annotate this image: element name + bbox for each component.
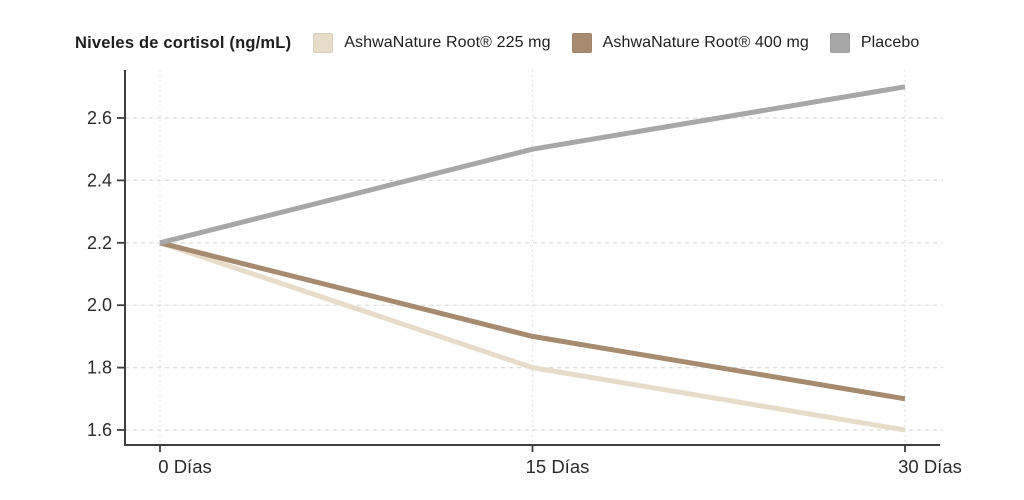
legend: AshwaNature Root® 225 mg AshwaNature Roo… [313, 33, 919, 53]
chart-title: Niveles de cortisol (ng/mL) [75, 33, 292, 52]
series-line-placebo [159, 84, 906, 246]
legend-swatch [829, 33, 850, 53]
legend-swatch [313, 33, 334, 53]
y-tick-label: 1.8 [87, 358, 112, 378]
x-tick-label: 15 Días [526, 456, 590, 477]
legend-item-placebo: Placebo [829, 33, 920, 53]
chart-header: Niveles de cortisol (ng/mL) AshwaNature … [75, 30, 1004, 56]
legend-label: AshwaNature Root® 225 mg [344, 34, 551, 51]
y-tick-label: 2.2 [87, 233, 112, 253]
legend-swatch [571, 33, 592, 53]
legend-item-ashwanature-400: AshwaNature Root® 400 mg [571, 33, 809, 53]
x-tick-label: 30 Días [898, 456, 962, 477]
y-tick-label: 2.0 [87, 295, 112, 315]
legend-label: Placebo [860, 34, 920, 51]
x-tick-label: 0 Días [158, 456, 211, 477]
y-tick-label: 2.4 [87, 170, 112, 190]
series-line-ashwanature-root-400mg [159, 240, 906, 402]
y-tick-label: 1.6 [87, 420, 112, 440]
legend-label: AshwaNature Root® 400 mg [602, 34, 809, 51]
legend-item-ashwanature-225: AshwaNature Root® 225 mg [313, 33, 550, 53]
series-line-ashwanature-root-225mg [159, 240, 906, 433]
y-tick-label: 2.6 [87, 108, 112, 128]
